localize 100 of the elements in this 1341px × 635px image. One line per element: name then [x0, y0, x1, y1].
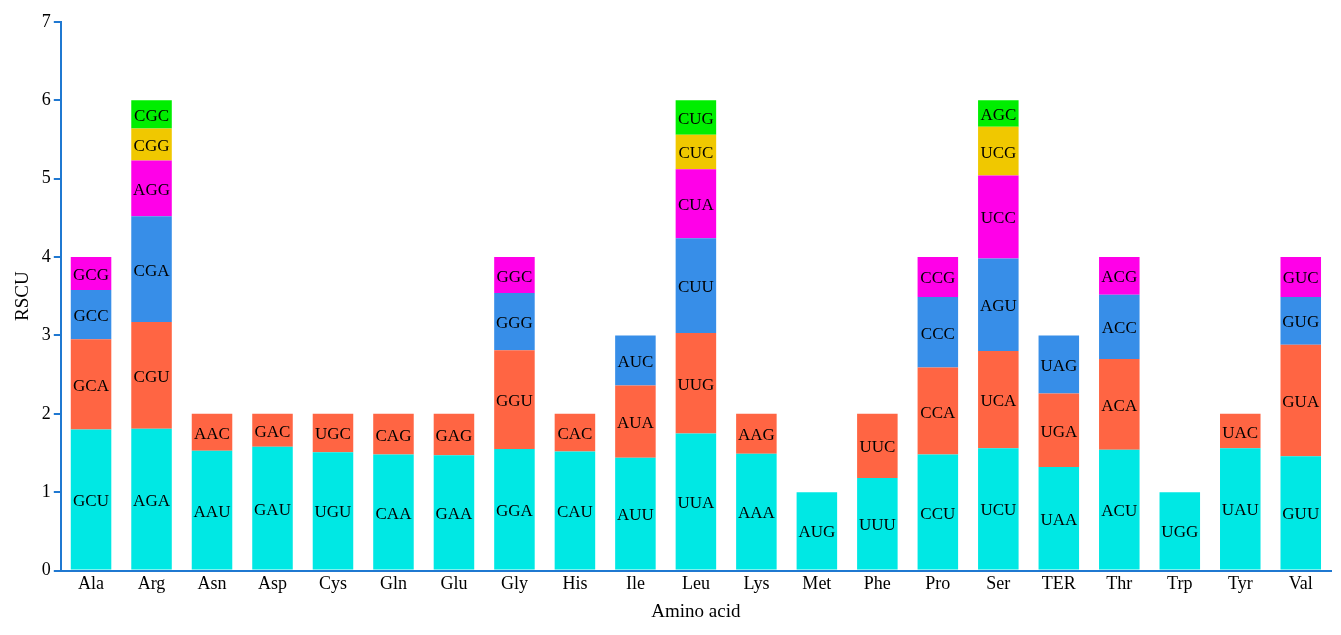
data-label: UAU [1221, 500, 1259, 520]
data-label: AAU [193, 501, 231, 521]
x-tick-label: Pro [925, 573, 951, 594]
data-label: CAC [557, 424, 593, 444]
bar [917, 454, 959, 570]
y-tick-label: 7 [41, 10, 51, 31]
x-tick-label: Ile [625, 573, 645, 594]
bar [857, 478, 898, 570]
data-label: AAG [737, 425, 775, 445]
data-label: CGA [133, 260, 171, 280]
data-label: ACA [1101, 395, 1138, 415]
y-axis-title: RSCU [11, 271, 33, 322]
bar [675, 333, 717, 434]
bar [191, 450, 233, 570]
data-label: UAG [1040, 355, 1078, 375]
data-label: GGC [496, 266, 533, 286]
x-tick-label: Gln [379, 573, 407, 594]
x-tick-label: Trp [1167, 573, 1193, 594]
x-tick-label: Arg [137, 573, 166, 594]
bar [736, 453, 777, 570]
x-tick-label: Lys [743, 573, 770, 594]
data-label: CCA [920, 402, 957, 422]
data-label: GCA [73, 375, 110, 395]
x-tick-label: Phe [863, 573, 891, 594]
bar [131, 216, 172, 323]
bar [252, 446, 293, 570]
data-label: AUA [616, 413, 655, 433]
bar [917, 367, 959, 455]
bar [675, 433, 717, 570]
data-label: CUU [677, 277, 714, 297]
y-tick-label: 4 [41, 245, 51, 266]
data-label: AGU [979, 296, 1017, 316]
bar [1220, 448, 1261, 570]
x-axis-title: Amino acid [651, 599, 741, 621]
data-label: UUC [859, 437, 896, 457]
bar [1280, 456, 1322, 570]
data-label: GAU [254, 499, 291, 519]
data-label: CGU [133, 366, 170, 386]
bar [1038, 335, 1080, 394]
bar [1099, 358, 1140, 450]
bar [917, 296, 959, 368]
bar [675, 169, 717, 239]
bar [312, 452, 354, 570]
bar [1159, 492, 1201, 570]
x-tick-label: Glu [440, 573, 468, 594]
data-label: CAG [375, 425, 412, 445]
x-tick-label: Ala [78, 573, 105, 594]
bar [1280, 257, 1322, 297]
bar [373, 413, 414, 455]
x-tick-label: Gly [500, 573, 528, 594]
bar [978, 258, 1019, 352]
data-label: AUC [617, 351, 654, 371]
bar [554, 451, 596, 570]
bar [978, 175, 1019, 259]
data-label: AAA [737, 503, 776, 523]
bar [736, 413, 777, 454]
bar [131, 322, 172, 429]
x-tick-label: TER [1041, 573, 1076, 594]
data-label: GAG [435, 426, 473, 446]
bar [978, 448, 1019, 570]
bar [494, 293, 535, 351]
data-label: CUA [677, 195, 715, 215]
bar [615, 385, 656, 458]
x-tick-label: Met [802, 573, 832, 594]
data-label: CUC [678, 143, 714, 163]
data-label: GUU [1282, 504, 1320, 524]
data-label: ACU [1101, 501, 1138, 521]
data-label: CCG [920, 268, 956, 288]
data-label: GUG [1282, 312, 1320, 332]
y-tick-label: 1 [41, 480, 51, 501]
bar [675, 238, 717, 334]
data-label: CCC [920, 323, 955, 343]
bar [433, 455, 475, 570]
data-label: UAA [1040, 509, 1078, 529]
bar [373, 454, 414, 570]
data-label: UAC [1222, 422, 1259, 442]
bar [978, 126, 1019, 176]
data-label: GGA [496, 500, 534, 520]
data-label: UCA [980, 391, 1017, 411]
data-label: CCU [920, 503, 956, 523]
data-label: CAA [375, 503, 413, 523]
bar [1038, 393, 1080, 468]
x-tick-label: Asp [257, 573, 288, 594]
data-label: GCG [73, 264, 109, 284]
bar [494, 350, 535, 450]
bar [70, 429, 112, 570]
data-label: AUU [616, 505, 654, 525]
bar [131, 428, 172, 570]
bar [494, 449, 535, 570]
x-tick-label: His [562, 573, 588, 594]
data-label: GCC [73, 306, 109, 326]
bar [978, 351, 1019, 449]
data-label: CGG [133, 135, 170, 155]
data-label: AUG [798, 522, 836, 542]
y-tick-label: 0 [41, 559, 51, 580]
bar [1038, 467, 1080, 570]
data-label: UGA [1040, 421, 1078, 441]
data-label: ACG [1101, 267, 1138, 287]
bar [1280, 344, 1322, 457]
y-tick-label: 5 [41, 167, 51, 188]
